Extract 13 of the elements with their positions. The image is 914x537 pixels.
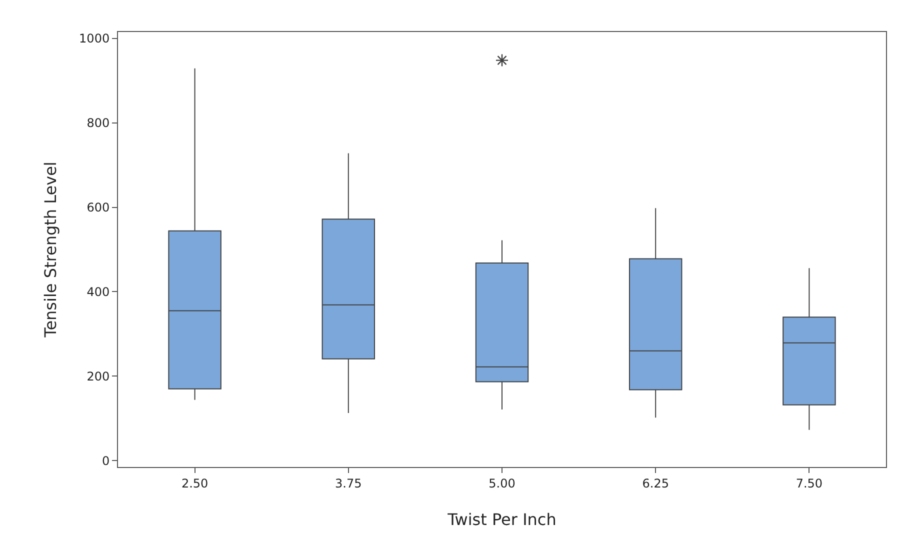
x-axis-title: Twist Per Inch xyxy=(446,510,556,529)
x-tick-label: 7.50 xyxy=(796,476,823,490)
y-axis-title: Tensile Strength Level xyxy=(40,162,60,338)
y-tick-label: 800 xyxy=(86,116,110,130)
y-tick-label: 0 xyxy=(102,454,110,468)
y-tick-label: 1000 xyxy=(79,32,110,46)
x-tick-label: 6.25 xyxy=(642,476,669,490)
y-tick-label: 400 xyxy=(86,284,110,299)
x-tick-label: 3.75 xyxy=(335,476,362,490)
x-tick-label: 2.50 xyxy=(181,476,208,490)
y-tick-label: 600 xyxy=(86,200,110,214)
y-tick-label: 200 xyxy=(86,369,110,384)
x-tick-label: 5.00 xyxy=(488,476,516,490)
